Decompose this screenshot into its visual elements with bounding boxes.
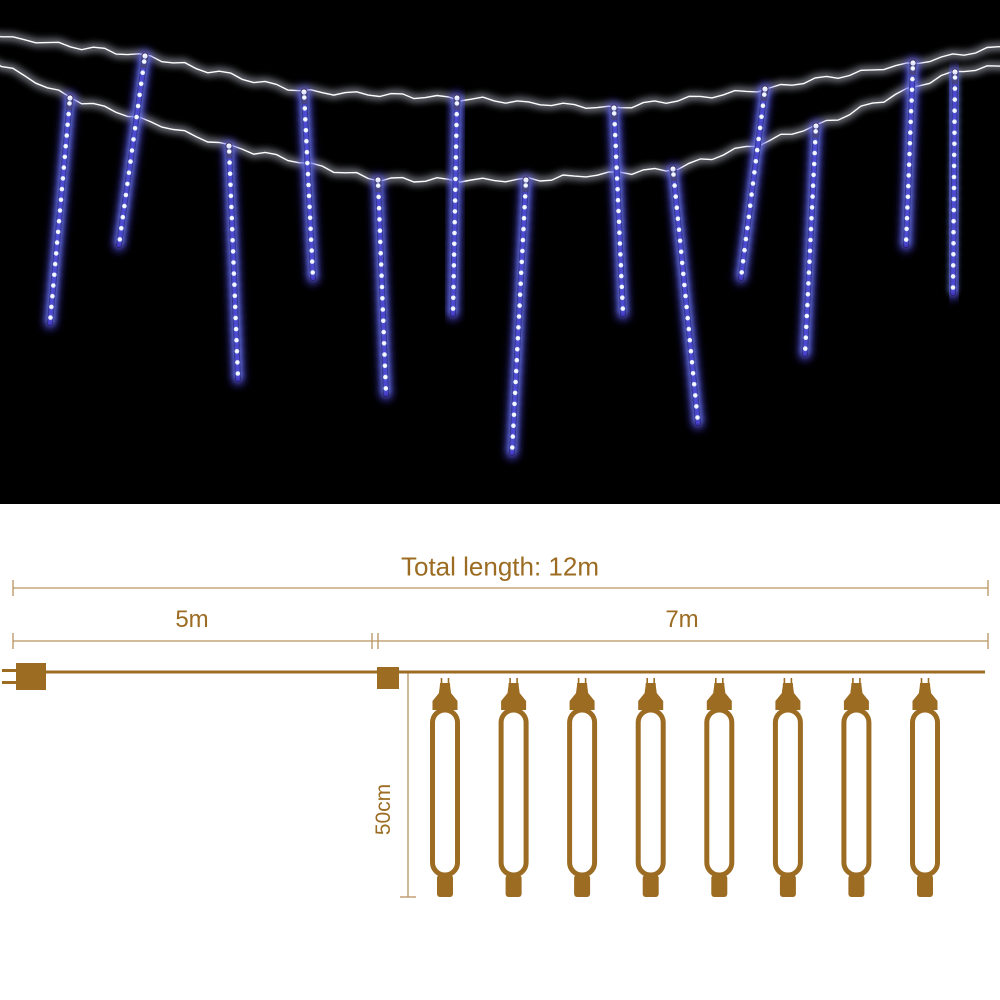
- svg-text:50cm: 50cm: [372, 784, 395, 835]
- svg-text:5m: 5m: [175, 606, 208, 633]
- svg-text:Total length: 12m: Total length: 12m: [401, 552, 599, 582]
- svg-text:7m: 7m: [665, 606, 698, 633]
